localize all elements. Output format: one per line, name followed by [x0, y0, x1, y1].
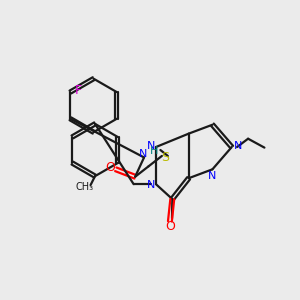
Text: N: N: [146, 180, 155, 190]
Text: O: O: [165, 220, 175, 233]
Text: F: F: [75, 84, 82, 97]
Text: N: N: [234, 141, 242, 152]
Text: N: N: [138, 149, 147, 160]
Text: N: N: [208, 171, 217, 181]
Text: CH₃: CH₃: [76, 182, 94, 192]
Text: H: H: [149, 146, 158, 157]
Text: S: S: [161, 151, 169, 164]
Text: O: O: [105, 161, 115, 174]
Text: N: N: [146, 141, 155, 152]
